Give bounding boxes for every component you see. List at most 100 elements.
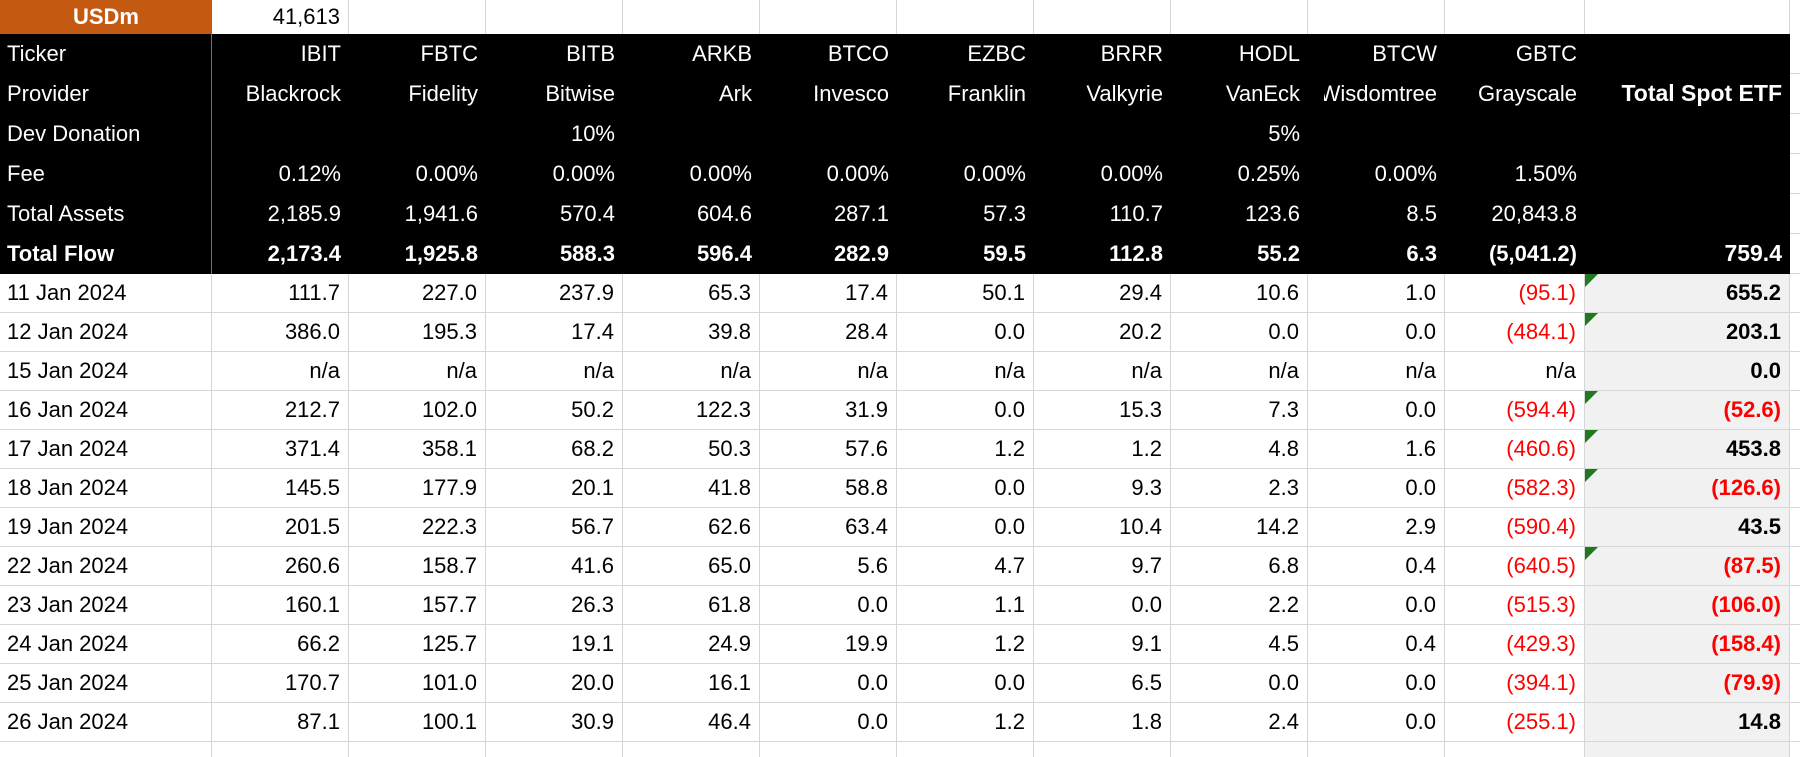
- flow-value-cell[interactable]: 0.0: [1034, 586, 1171, 625]
- flow-value-cell[interactable]: 1.2: [897, 625, 1034, 664]
- dev_donation-cell-btco[interactable]: [760, 114, 897, 154]
- flow-value-cell[interactable]: (515.3): [1445, 586, 1585, 625]
- ticker-cell-fbtc[interactable]: FBTC: [349, 34, 486, 74]
- dev_donation-cell-brrr[interactable]: [1034, 114, 1171, 154]
- flow-value-cell[interactable]: (460.6): [1445, 430, 1585, 469]
- empty-cell[interactable]: [1445, 0, 1585, 34]
- flow-value-cell[interactable]: 145.5: [212, 469, 349, 508]
- total-spot-etf-cell[interactable]: (87.5): [1585, 547, 1790, 586]
- dev_donation-cell-ibit[interactable]: [212, 114, 349, 154]
- flow-value-cell[interactable]: 41.8: [623, 469, 760, 508]
- ticker-cell-bitb[interactable]: BITB: [486, 34, 623, 74]
- fee-cell-btco[interactable]: 0.00%: [760, 154, 897, 194]
- flow-value-cell[interactable]: 386.0: [212, 313, 349, 352]
- flow-value-cell[interactable]: 0.0: [897, 664, 1034, 703]
- flow-value-cell[interactable]: 20.0: [486, 664, 623, 703]
- flow-value-cell[interactable]: 65.0: [623, 547, 760, 586]
- flow-value-cell[interactable]: 61.8: [623, 586, 760, 625]
- empty-cell[interactable]: [897, 0, 1034, 34]
- total_flow-cell-arkb[interactable]: 596.4: [623, 234, 760, 274]
- flow-value-cell[interactable]: 160.1: [212, 586, 349, 625]
- fee-cell-ezbc[interactable]: 0.00%: [897, 154, 1034, 194]
- fee-cell-ibit[interactable]: 0.12%: [212, 154, 349, 194]
- empty-cell[interactable]: [760, 0, 897, 34]
- total_flow-cell-ibit[interactable]: 2,173.4: [212, 234, 349, 274]
- flow-value-cell[interactable]: 0.0: [1171, 664, 1308, 703]
- date-cell[interactable]: 18 Jan 2024: [0, 469, 212, 508]
- flow-value-cell[interactable]: 68.2: [486, 430, 623, 469]
- flow-value-cell[interactable]: 10.6: [1171, 274, 1308, 313]
- provider-cell-btco[interactable]: Invesco: [760, 74, 897, 114]
- flow-value-cell[interactable]: 14.2: [1171, 508, 1308, 547]
- flow-value-cell[interactable]: 4.8: [1171, 430, 1308, 469]
- flow-value-cell[interactable]: 0.0: [760, 664, 897, 703]
- empty-cell[interactable]: [623, 742, 760, 757]
- flow-value-cell[interactable]: 15.3: [1034, 391, 1171, 430]
- total_flow-cell-btco[interactable]: 282.9: [760, 234, 897, 274]
- flow-value-cell[interactable]: 111.7: [212, 274, 349, 313]
- empty-cell[interactable]: [486, 0, 623, 34]
- row-label-total-assets[interactable]: Total Assets: [0, 194, 212, 234]
- flow-value-cell[interactable]: 5.6: [760, 547, 897, 586]
- empty-cell[interactable]: [1585, 742, 1790, 757]
- dev_donation-cell-ezbc[interactable]: [897, 114, 1034, 154]
- dev_donation-cell-bitb[interactable]: 10%: [486, 114, 623, 154]
- flow-value-cell[interactable]: 157.7: [349, 586, 486, 625]
- flow-value-cell[interactable]: (484.1): [1445, 313, 1585, 352]
- flow-value-cell[interactable]: (394.1): [1445, 664, 1585, 703]
- flow-value-cell[interactable]: (95.1): [1445, 274, 1585, 313]
- flow-value-cell[interactable]: 371.4: [212, 430, 349, 469]
- date-cell[interactable]: 26 Jan 2024: [0, 703, 212, 742]
- total_assets-cell-fbtc[interactable]: 1,941.6: [349, 194, 486, 234]
- fee-cell-bitb[interactable]: 0.00%: [486, 154, 623, 194]
- total-column-spacer[interactable]: [1585, 194, 1790, 234]
- dev_donation-cell-gbtc[interactable]: [1445, 114, 1585, 154]
- flow-value-cell[interactable]: 100.1: [349, 703, 486, 742]
- provider-cell-ezbc[interactable]: Franklin: [897, 74, 1034, 114]
- flow-value-cell[interactable]: 4.5: [1171, 625, 1308, 664]
- flow-value-cell[interactable]: 1.2: [1034, 430, 1171, 469]
- date-cell[interactable]: 22 Jan 2024: [0, 547, 212, 586]
- empty-cell[interactable]: [1171, 742, 1308, 757]
- flow-value-cell[interactable]: 29.4: [1034, 274, 1171, 313]
- total-spot-etf-cell[interactable]: (79.9): [1585, 664, 1790, 703]
- flow-value-cell[interactable]: n/a: [623, 352, 760, 391]
- flow-value-cell[interactable]: 0.0: [897, 313, 1034, 352]
- row-label-provider[interactable]: Provider: [0, 74, 212, 114]
- flow-value-cell[interactable]: 4.7: [897, 547, 1034, 586]
- total-flow-grand-total[interactable]: 759.4: [1585, 234, 1790, 274]
- flow-value-cell[interactable]: 19.9: [760, 625, 897, 664]
- date-cell[interactable]: 17 Jan 2024: [0, 430, 212, 469]
- flow-value-cell[interactable]: (582.3): [1445, 469, 1585, 508]
- unit-value-cell[interactable]: 41,613: [212, 0, 349, 34]
- flow-value-cell[interactable]: 7.3: [1171, 391, 1308, 430]
- flow-value-cell[interactable]: 0.0: [1308, 664, 1445, 703]
- flow-value-cell[interactable]: 46.4: [623, 703, 760, 742]
- total-spot-etf-cell[interactable]: 655.2: [1585, 274, 1790, 313]
- total-spot-etf-cell[interactable]: (158.4): [1585, 625, 1790, 664]
- flow-value-cell[interactable]: 1.2: [897, 430, 1034, 469]
- flow-value-cell[interactable]: 20.1: [486, 469, 623, 508]
- flow-value-cell[interactable]: 17.4: [486, 313, 623, 352]
- row-label-dev-donation[interactable]: Dev Donation: [0, 114, 212, 154]
- provider-cell-arkb[interactable]: Ark: [623, 74, 760, 114]
- total_assets-cell-bitb[interactable]: 570.4: [486, 194, 623, 234]
- total-spot-etf-cell[interactable]: 14.8: [1585, 703, 1790, 742]
- flow-value-cell[interactable]: 201.5: [212, 508, 349, 547]
- flow-value-cell[interactable]: 66.2: [212, 625, 349, 664]
- flow-value-cell[interactable]: 62.6: [623, 508, 760, 547]
- total_flow-cell-ezbc[interactable]: 59.5: [897, 234, 1034, 274]
- total_assets-cell-arkb[interactable]: 604.6: [623, 194, 760, 234]
- date-cell[interactable]: 11 Jan 2024: [0, 274, 212, 313]
- empty-cell[interactable]: [1171, 0, 1308, 34]
- ticker-cell-ibit[interactable]: IBIT: [212, 34, 349, 74]
- total-spot-etf-cell[interactable]: 453.8: [1585, 430, 1790, 469]
- flow-value-cell[interactable]: n/a: [760, 352, 897, 391]
- ticker-cell-hodl[interactable]: HODL: [1171, 34, 1308, 74]
- flow-value-cell[interactable]: 57.6: [760, 430, 897, 469]
- flow-value-cell[interactable]: 19.1: [486, 625, 623, 664]
- flow-value-cell[interactable]: 0.0: [1308, 469, 1445, 508]
- total-spot-etf-cell[interactable]: 0.0: [1585, 352, 1790, 391]
- flow-value-cell[interactable]: 102.0: [349, 391, 486, 430]
- flow-value-cell[interactable]: n/a: [1445, 352, 1585, 391]
